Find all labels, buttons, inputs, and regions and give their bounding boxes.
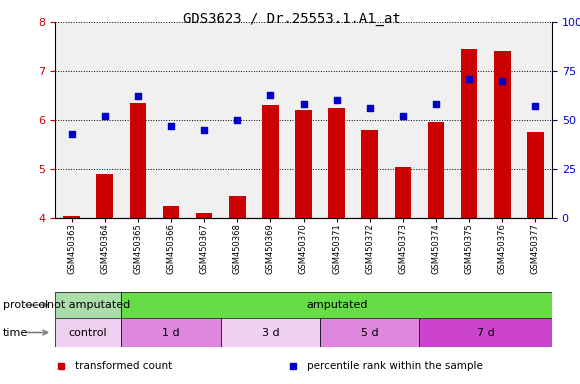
Text: time: time xyxy=(3,328,28,338)
Bar xyxy=(394,167,411,218)
Point xyxy=(166,123,176,129)
Bar xyxy=(461,49,477,218)
Bar xyxy=(196,213,212,218)
Bar xyxy=(262,105,278,218)
Point xyxy=(498,78,507,84)
Text: control: control xyxy=(69,328,107,338)
Point xyxy=(531,103,540,109)
Point xyxy=(233,117,242,123)
Bar xyxy=(129,103,146,218)
Bar xyxy=(229,196,245,218)
Bar xyxy=(428,122,444,218)
Point xyxy=(67,131,76,137)
Bar xyxy=(162,206,179,218)
Bar xyxy=(121,318,220,347)
Bar xyxy=(55,292,121,318)
Text: transformed count: transformed count xyxy=(75,361,173,371)
Text: not amputated: not amputated xyxy=(46,300,130,310)
Bar xyxy=(220,318,320,347)
Bar xyxy=(494,51,510,218)
Bar xyxy=(361,130,378,218)
Bar xyxy=(320,318,419,347)
Text: 5 d: 5 d xyxy=(361,328,379,338)
Point xyxy=(266,91,275,98)
Bar xyxy=(55,318,121,347)
Point xyxy=(100,113,110,119)
Text: percentile rank within the sample: percentile rank within the sample xyxy=(307,361,483,371)
Bar xyxy=(527,132,543,218)
Point xyxy=(332,97,341,103)
Point xyxy=(465,76,474,82)
Point xyxy=(133,93,143,99)
Point xyxy=(299,101,308,108)
Text: 7 d: 7 d xyxy=(477,328,495,338)
Point xyxy=(398,113,408,119)
Bar xyxy=(121,292,552,318)
Text: GDS3623 / Dr.25553.1.A1_at: GDS3623 / Dr.25553.1.A1_at xyxy=(183,12,401,25)
Bar xyxy=(328,108,345,218)
Bar xyxy=(63,215,80,218)
Text: 1 d: 1 d xyxy=(162,328,180,338)
Text: amputated: amputated xyxy=(306,300,367,310)
Bar xyxy=(419,318,552,347)
Point xyxy=(200,127,209,133)
Text: 3 d: 3 d xyxy=(262,328,279,338)
Point xyxy=(365,105,375,111)
Text: protocol: protocol xyxy=(3,300,48,310)
Point xyxy=(432,101,441,108)
Bar xyxy=(295,110,312,218)
Bar xyxy=(96,174,113,218)
